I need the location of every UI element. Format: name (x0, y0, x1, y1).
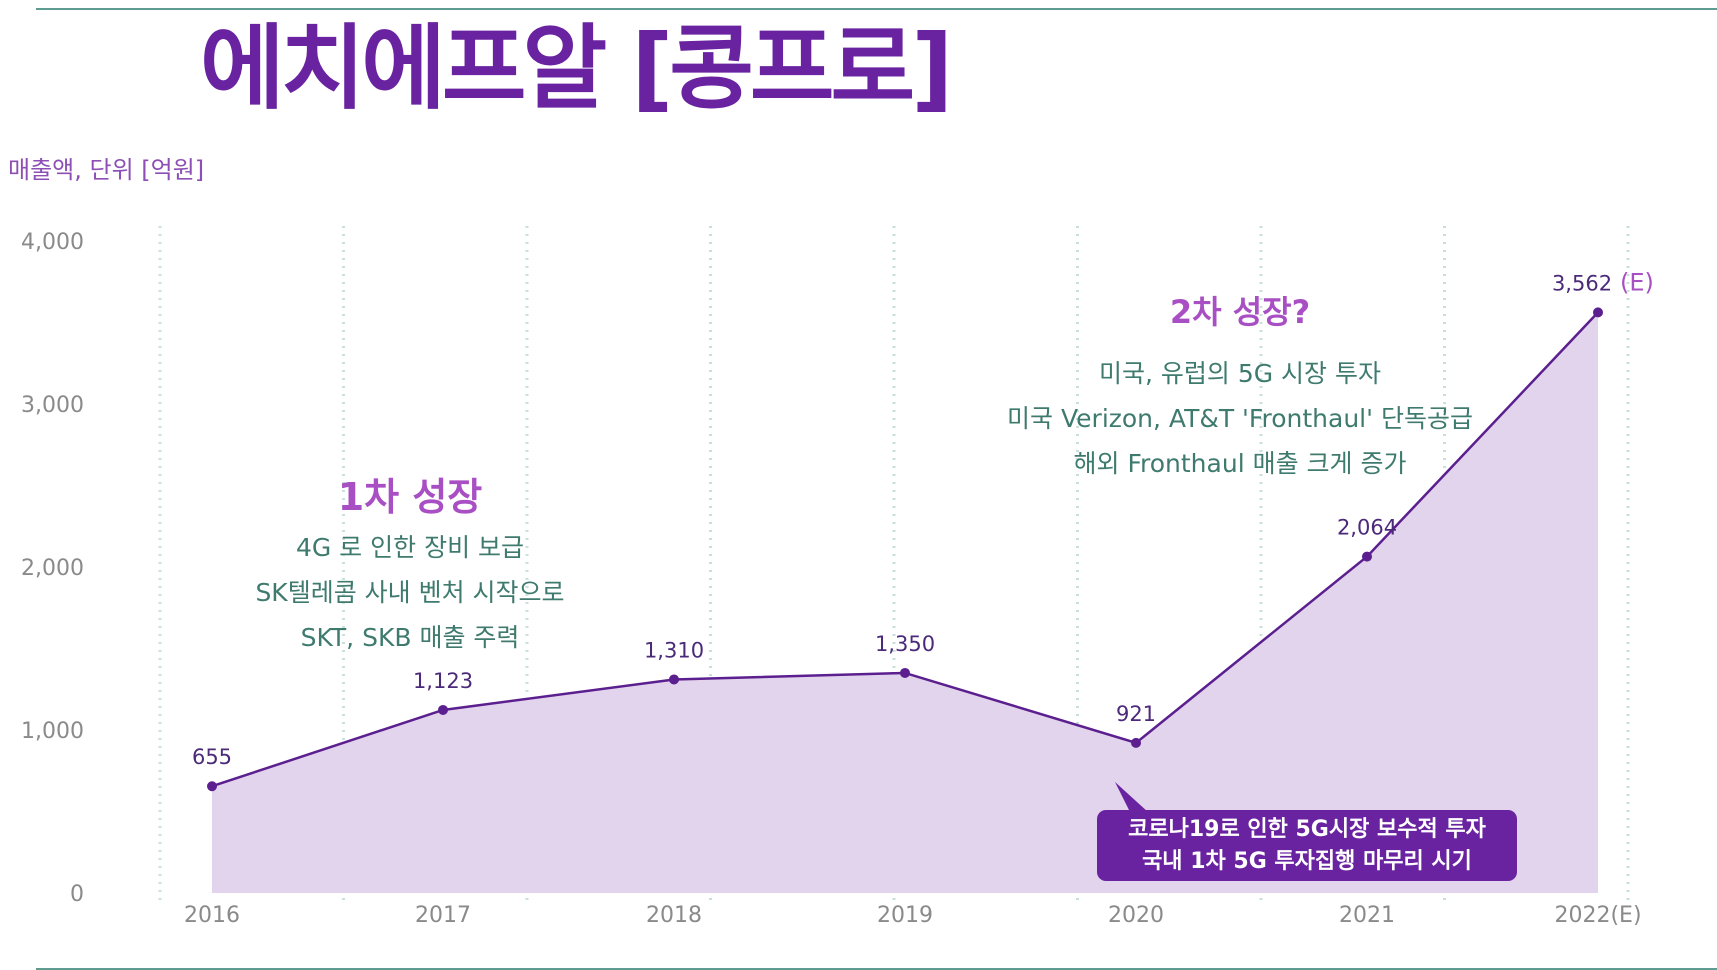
annotation-line: 미국, 유럽의 5G 시장 투자 (1099, 359, 1381, 388)
annotation-line: 미국 Verizon, AT&T 'Fronthaul' 단독공급 (1007, 404, 1473, 433)
annotation-heading: 1차 성장 (338, 475, 483, 519)
annotation-line: 4G 로 인한 장비 보급 (296, 533, 524, 562)
data-point (1362, 551, 1372, 562)
callout-line: 코로나19로 인한 5G시장 보수적 투자 (1128, 817, 1486, 842)
area-fill (212, 312, 1598, 893)
data-label: 1,123 (413, 669, 473, 693)
x-tick-label: 2016 (184, 903, 240, 928)
callout-pointer (1115, 782, 1148, 812)
annotation-line: SKT, SKB 매출 주력 (301, 623, 520, 652)
x-tick-label: 2017 (415, 903, 471, 928)
page-title: 에치에프알 [콩프로] (200, 15, 953, 122)
data-label: 1,350 (875, 632, 935, 656)
y-tick-label: 4,000 (21, 230, 84, 255)
callout-box (1097, 810, 1517, 881)
x-tick-label: 2020 (1108, 903, 1164, 928)
x-tick-label: 2021 (1339, 903, 1395, 928)
y-tick-label: 3,000 (21, 393, 84, 418)
top-rule (36, 8, 1717, 10)
annotation-heading: 2차 성장? (1170, 293, 1310, 331)
y-tick-label: 1,000 (21, 719, 84, 744)
data-label: 1,310 (644, 638, 704, 662)
data-label: 2,064 (1337, 516, 1397, 540)
annotation-line: 해외 Fronthaul 매출 크게 증가 (1074, 449, 1407, 478)
data-point (207, 781, 217, 792)
data-point (1131, 737, 1141, 748)
x-tick-label: 2018 (646, 903, 702, 928)
x-tick-label: 2022(E) (1554, 903, 1641, 928)
x-axis: 2016 2017 2018 2019 2020 2021 2022(E) (184, 903, 1642, 928)
estimate-marker: (E) (1620, 268, 1654, 296)
annotations: 1차 성장 4G 로 인한 장비 보급 SK텔레콤 사내 벤처 시작으로 SKT, S… (255, 293, 1517, 881)
y-axis: 0 1,000 2,000 3,000 4,000 (21, 230, 84, 907)
callout-line: 국내 1차 5G 투자집행 마무리 시기 (1142, 849, 1472, 874)
data-label: 655 (192, 745, 232, 769)
grid-lines (158, 226, 1630, 903)
annotation-line: SK텔레콤 사내 벤처 시작으로 (255, 578, 564, 607)
data-points (207, 307, 1603, 792)
y-tick-label: 0 (70, 882, 84, 907)
bottom-rule (36, 968, 1717, 970)
data-point (900, 667, 910, 678)
data-labels: 655 1,123 1,310 1,350 921 2,064 3,562 (E) (192, 268, 1654, 769)
data-point (669, 674, 679, 685)
x-tick-label: 2019 (877, 903, 933, 928)
data-point (438, 704, 448, 715)
data-point (1593, 307, 1603, 318)
y-tick-label: 2,000 (21, 556, 84, 581)
unit-label: 매출액, 단위 [억원] (8, 156, 205, 184)
data-label: 3,562 (1552, 271, 1612, 295)
data-label: 921 (1116, 702, 1156, 726)
